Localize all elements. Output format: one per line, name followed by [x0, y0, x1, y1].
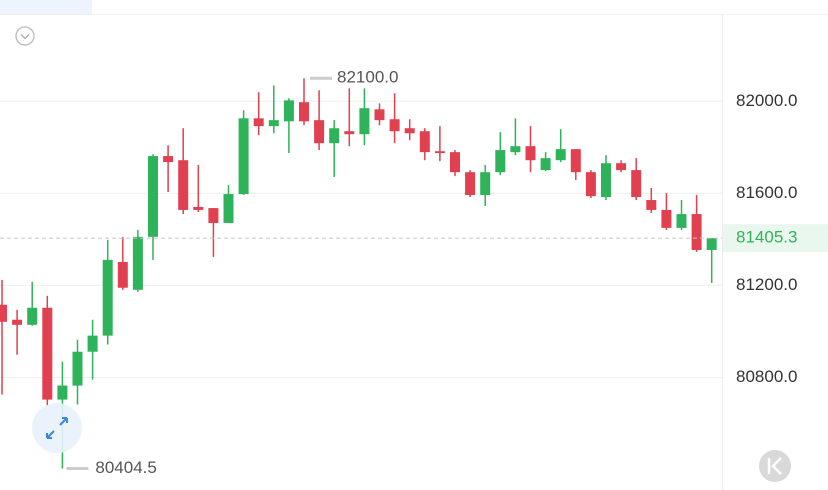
- candle-body: [691, 214, 702, 250]
- candle-body: [676, 214, 687, 228]
- candle-body: [419, 131, 430, 153]
- candle-body: [389, 119, 400, 132]
- candle-body: [329, 128, 340, 144]
- candle-body: [646, 200, 657, 210]
- candle-body: [117, 261, 128, 288]
- candle-body: [465, 172, 476, 195]
- candle-body: [495, 150, 506, 173]
- candle-body: [208, 208, 219, 224]
- candle-body: [631, 170, 642, 198]
- y-tick-label: 82000.0: [736, 91, 797, 110]
- scroll-latest-button[interactable]: [759, 450, 791, 482]
- max-label: 82100.0: [337, 68, 398, 87]
- candle-body: [299, 102, 309, 122]
- candle-body: [132, 236, 143, 290]
- candle-body: [253, 118, 264, 127]
- candle-body: [314, 120, 325, 144]
- candle-body: [540, 158, 551, 171]
- candle-body: [148, 156, 158, 237]
- candle-body: [27, 307, 38, 325]
- candle-body: [480, 172, 491, 195]
- candle-body: [601, 163, 611, 198]
- candle-body: [450, 152, 460, 173]
- candle-body: [706, 238, 717, 250]
- expand-button[interactable]: [32, 403, 82, 453]
- candle-body: [268, 120, 279, 127]
- tab: [0, 0, 92, 14]
- candle-body: [238, 118, 249, 195]
- last-price-label: 81405.3: [736, 228, 797, 247]
- candle-body: [163, 156, 174, 163]
- candle-body: [570, 149, 581, 173]
- min-label: 80404.5: [95, 458, 156, 477]
- candle-body: [72, 351, 83, 386]
- candle-body: [344, 131, 355, 135]
- candle-body: [223, 194, 234, 224]
- candle-body: [193, 206, 204, 210]
- candle-body: [661, 209, 672, 228]
- candle-body: [585, 172, 596, 197]
- candle-body: [616, 163, 627, 171]
- y-tick-label: 80800.0: [736, 367, 797, 386]
- candle-body: [87, 335, 98, 352]
- candle-body: [555, 149, 566, 161]
- candle-body: [12, 319, 23, 325]
- candle-body: [510, 146, 521, 153]
- y-tick-label: 81200.0: [736, 275, 797, 294]
- last-price-box: [723, 224, 828, 253]
- candle-body: [359, 108, 370, 135]
- collapse-button[interactable]: [15, 26, 35, 46]
- candle-body: [374, 109, 385, 121]
- candle-body: [434, 151, 445, 154]
- candle-body: [42, 307, 53, 400]
- candle-body: [57, 385, 68, 400]
- candle-body: [102, 259, 113, 336]
- y-tick-label: 81600.0: [736, 183, 797, 202]
- candle-body: [178, 160, 189, 210]
- candle-body: [404, 128, 415, 134]
- candle-body: [283, 100, 294, 122]
- candle-body: [525, 146, 536, 161]
- candle-body: [0, 304, 7, 322]
